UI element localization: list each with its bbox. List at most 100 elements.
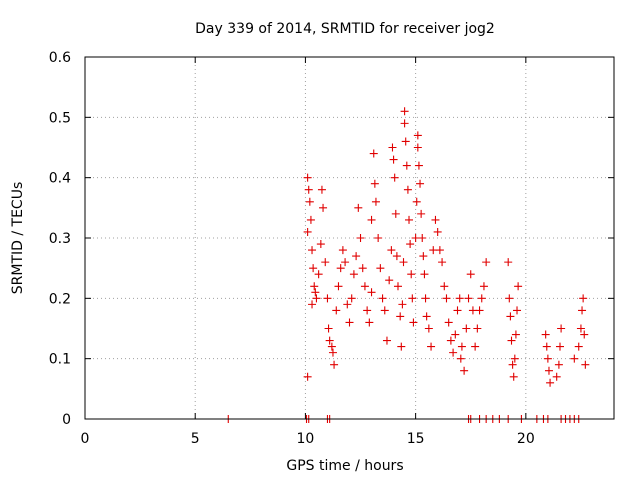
data-point (349, 270, 358, 279)
data-point (308, 300, 317, 309)
y-tick-label: 0.2 (49, 291, 71, 307)
data-point (464, 294, 473, 303)
data-point (324, 324, 333, 333)
data-point (420, 270, 429, 279)
data-point (360, 282, 369, 291)
data-point (352, 252, 361, 261)
data-point (477, 294, 486, 303)
data-point (555, 342, 564, 351)
y-tick-label: 0.5 (49, 110, 71, 126)
plot-frame (84, 56, 615, 420)
y-tick-label: 0.4 (49, 171, 71, 187)
data-point (449, 348, 458, 357)
data-point (330, 360, 339, 369)
y-axis-label: SRMTID / TECUs (10, 182, 26, 295)
data-point (511, 330, 520, 339)
data-point (303, 227, 312, 236)
data-point (543, 354, 552, 363)
data-point (576, 324, 585, 333)
data-point (413, 131, 422, 140)
data-point (336, 264, 345, 273)
data-point (403, 185, 412, 194)
data-point (482, 258, 491, 267)
data-point (334, 282, 343, 291)
data-point (506, 312, 515, 321)
data-point (392, 252, 401, 261)
data-point (400, 107, 409, 116)
data-point (398, 300, 407, 309)
data-point (510, 354, 519, 363)
data-point (310, 282, 319, 291)
data-point (303, 372, 312, 381)
data-point (479, 282, 488, 291)
x-tick-label: 15 (407, 431, 425, 447)
data-point (308, 246, 317, 255)
data-point (371, 197, 380, 206)
data-point (319, 203, 328, 212)
data-point (305, 197, 314, 206)
data-point (396, 312, 405, 321)
data-point (306, 215, 315, 224)
data-point (546, 378, 555, 387)
data-point (397, 342, 406, 351)
data-points (224, 107, 590, 423)
data-point (314, 270, 323, 279)
data-point (367, 288, 376, 297)
data-point (311, 288, 320, 297)
data-point (389, 155, 398, 164)
data-point (325, 336, 334, 345)
data-point (504, 258, 513, 267)
data-point (409, 318, 418, 327)
data-point (378, 294, 387, 303)
data-point (457, 342, 466, 351)
data-point (374, 234, 383, 242)
data-point (338, 246, 347, 255)
data-point (407, 270, 416, 279)
data-point (382, 336, 391, 345)
data-point (438, 258, 447, 267)
data-point (513, 306, 522, 315)
data-point (473, 324, 482, 333)
data-point (413, 143, 422, 152)
data-point (327, 342, 336, 351)
data-point (416, 179, 425, 188)
data-point (303, 173, 312, 182)
data-point (451, 330, 460, 339)
data-point (367, 215, 376, 224)
data-point (399, 258, 408, 267)
data-point (440, 282, 449, 291)
data-point (316, 240, 325, 249)
data-point (369, 149, 378, 158)
data-point (304, 185, 313, 194)
data-point (358, 264, 367, 273)
data-point (363, 306, 372, 315)
data-point (343, 300, 352, 309)
data-point (431, 215, 440, 224)
data-point (475, 306, 484, 315)
x-tick-label: 0 (81, 431, 90, 447)
data-point (387, 246, 396, 255)
data-point (345, 318, 354, 327)
data-point (557, 324, 566, 333)
x-tick-label: 20 (517, 431, 535, 447)
data-point (514, 282, 523, 291)
data-point (422, 312, 431, 321)
data-point (466, 270, 475, 279)
data-point (435, 246, 444, 255)
x-tick-label: 10 (297, 431, 315, 447)
axis-ticks: 0 5 10 15 20 0 0.1 0.2 0.3 0.4 0.5 0.6 (49, 50, 614, 447)
data-point (418, 234, 427, 242)
data-point (552, 372, 561, 381)
data-point (321, 258, 330, 267)
data-point (328, 348, 337, 357)
data-point (388, 143, 397, 152)
data-point (421, 294, 430, 303)
data-point (541, 330, 550, 339)
y-tick-label: 0.3 (49, 231, 71, 247)
data-point (391, 209, 400, 218)
x-axis-label: GPS time / hours (286, 458, 403, 474)
data-point (356, 234, 365, 242)
grid-lines (85, 57, 614, 419)
data-point (405, 215, 414, 224)
data-point (424, 324, 433, 333)
